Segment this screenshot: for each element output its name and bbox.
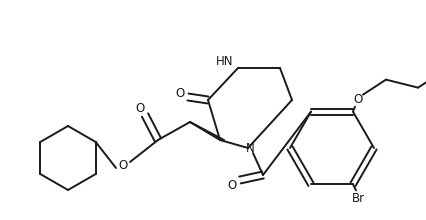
Text: O: O bbox=[354, 93, 363, 106]
Text: N: N bbox=[246, 141, 254, 154]
Text: O: O bbox=[135, 101, 144, 114]
Text: O: O bbox=[176, 86, 184, 99]
Text: O: O bbox=[118, 158, 128, 172]
Text: Br: Br bbox=[351, 192, 365, 205]
Text: HN: HN bbox=[216, 55, 233, 68]
Text: O: O bbox=[227, 178, 236, 191]
